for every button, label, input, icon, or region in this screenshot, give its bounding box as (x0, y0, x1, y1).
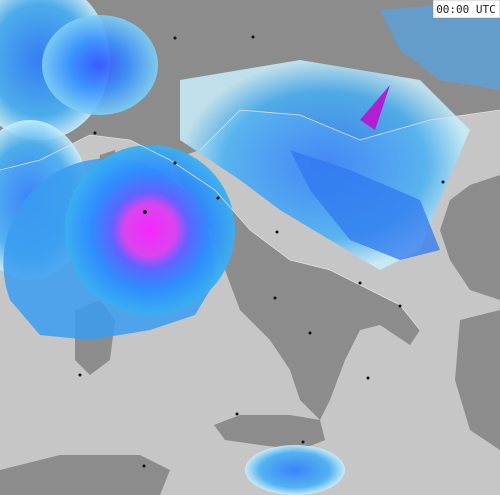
border (199, 109, 500, 151)
echo (245, 445, 345, 495)
city (366, 376, 370, 380)
borders (0, 109, 500, 331)
echo (290, 150, 440, 260)
coastline (169, 159, 421, 331)
city (308, 331, 312, 335)
timestamp: 00:00 UTC (436, 3, 496, 16)
sicily (214, 415, 325, 450)
city (216, 196, 220, 200)
city (301, 440, 305, 444)
echo-core (65, 145, 235, 315)
echo (42, 15, 158, 115)
timestamp-box (432, 0, 500, 19)
city (142, 464, 146, 468)
city (143, 210, 147, 214)
echo-core (360, 85, 390, 130)
city (273, 296, 277, 300)
city (173, 161, 177, 165)
city (358, 281, 362, 285)
africa (0, 455, 170, 495)
echo (380, 0, 500, 90)
city (235, 412, 239, 416)
city (441, 180, 445, 184)
city (173, 36, 177, 40)
city (251, 35, 255, 39)
city (398, 304, 402, 308)
city (93, 131, 97, 135)
city (78, 373, 82, 377)
cities (78, 35, 445, 468)
coastline (0, 134, 171, 171)
city (275, 230, 279, 234)
greece (455, 310, 500, 450)
